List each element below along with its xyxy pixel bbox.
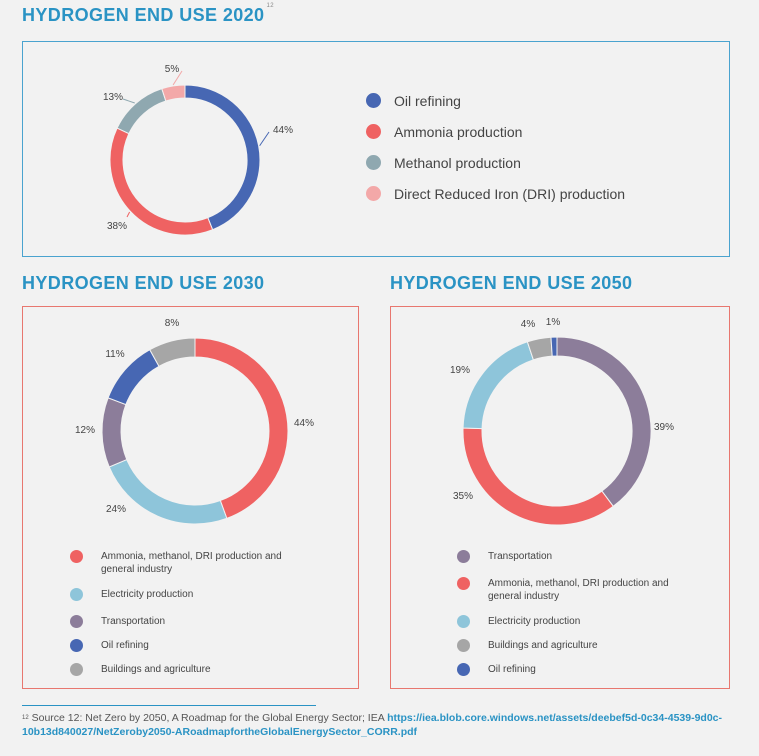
legend-label: Transportation	[101, 616, 166, 627]
footnote: 12 Source 12: Net Zero by 2050, A Roadma…	[22, 711, 742, 739]
panel-2020	[22, 41, 730, 257]
slice-label: 35%	[453, 491, 473, 502]
donut-slice	[462, 341, 534, 430]
legend-item: Oil refining	[457, 663, 678, 676]
legend-swatch	[70, 588, 83, 601]
slice-label: 44%	[273, 125, 293, 136]
footnote-text: Source 12: Net Zero by 2050, A Roadmap f…	[31, 712, 385, 724]
legend-item: Ammonia, methanol, DRI production and ge…	[70, 550, 291, 576]
legend-item: Ammonia production	[366, 116, 625, 147]
label-leader-line	[122, 98, 135, 104]
legend-swatch	[366, 124, 381, 139]
donut-slice	[149, 337, 196, 368]
slice-label: 1%	[546, 317, 561, 328]
legend-swatch	[457, 663, 470, 676]
legend-swatch	[366, 186, 381, 201]
legend-label: Electricity production	[488, 616, 581, 627]
title-2050: HYDROGEN END USE 2050	[390, 273, 632, 294]
title-2030-text: HYDROGEN END USE 2030	[22, 273, 265, 293]
legend-swatch	[70, 550, 83, 563]
legend-label: Oil refining	[488, 664, 536, 675]
legend-label: Buildings and agriculture	[488, 640, 598, 651]
slice-label: 4%	[521, 319, 536, 330]
slice-label: 19%	[450, 365, 470, 376]
legend-swatch	[457, 577, 470, 590]
legend-item: Oil refining	[70, 639, 291, 652]
legend-swatch	[366, 93, 381, 108]
legend-label: Electricity production	[101, 589, 194, 600]
label-leader-line	[126, 211, 131, 218]
donut-slice	[161, 84, 186, 102]
legend-swatch	[457, 615, 470, 628]
title-2030: HYDROGEN END USE 2030	[22, 273, 264, 294]
title-2020-text: HYDROGEN END USE 2020	[22, 5, 265, 25]
legend-label: Oil refining	[101, 640, 149, 651]
legend-label: Ammonia, methanol, DRI production and ge…	[101, 551, 282, 575]
footnote-link[interactable]: https://iea.blob.core.windows.net/assets…	[22, 712, 723, 738]
legend-swatch	[70, 663, 83, 676]
legend-2020: Oil refining Ammonia production Methanol p…	[366, 85, 625, 209]
legend-item: Buildings and agriculture	[70, 663, 291, 676]
legend-swatch	[70, 639, 83, 652]
legend-label: Buildings and agriculture	[101, 664, 211, 675]
footnote-number: 12	[22, 715, 29, 721]
slice-label: 11%	[105, 349, 124, 360]
slice-label: 24%	[106, 504, 126, 515]
legend-item: Transportation	[457, 550, 678, 563]
legend-label: Ammonia, methanol, DRI production and ge…	[488, 578, 669, 602]
title-2050-text: HYDROGEN END USE 2050	[390, 273, 633, 293]
legend-item: Electricity production	[70, 588, 291, 601]
footnote-ref: 12	[266, 3, 274, 9]
donut-slice	[462, 427, 614, 526]
donut-slice	[550, 336, 558, 357]
slice-label: 39%	[654, 422, 674, 433]
legend-swatch	[366, 155, 381, 170]
panel-2030	[22, 306, 359, 689]
slice-label: 44%	[294, 418, 314, 429]
legend-swatch	[457, 639, 470, 652]
legend-label: Direct Reduced Iron (DRI) production	[394, 185, 626, 202]
legend-item: Ammonia, methanol, DRI production and ge…	[457, 577, 678, 603]
legend-2030: Ammonia, methanol, DRI production and ge…	[70, 550, 291, 687]
legend-label: Ammonia production	[394, 123, 523, 140]
panel-2050	[390, 306, 730, 689]
legend-item: Oil refining	[366, 85, 625, 116]
legend-swatch	[70, 615, 83, 628]
slice-label: 5%	[165, 64, 180, 75]
title-2020: HYDROGEN END USE 2020 12	[22, 3, 274, 26]
slice-label: 8%	[165, 318, 180, 329]
legend-item: Transportation	[70, 615, 291, 628]
legend-swatch	[457, 550, 470, 563]
slice-label: 13%	[103, 92, 123, 103]
slice-label: 12%	[75, 425, 95, 436]
legend-item: Methanol production	[366, 147, 625, 178]
legend-label: Methanol production	[394, 154, 521, 171]
legend-label: Transportation	[488, 551, 553, 562]
slice-label: 38%	[107, 221, 127, 232]
legend-2050: Transportation Ammonia, methanol, DRI pro…	[457, 550, 678, 687]
footnote-divider	[22, 705, 316, 706]
legend-item: Electricity production	[457, 615, 678, 628]
legend-item: Buildings and agriculture	[457, 639, 678, 652]
legend-label: Oil refining	[394, 92, 461, 109]
label-leader-line	[259, 131, 270, 147]
donut-slice	[556, 336, 652, 508]
legend-item: Direct Reduced Iron (DRI) production	[366, 178, 625, 209]
label-leader-line	[172, 70, 183, 86]
